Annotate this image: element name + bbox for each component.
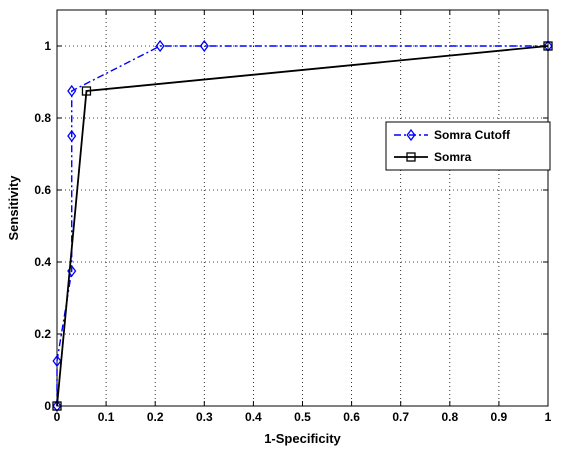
y-tick-label: 0.8 <box>34 111 51 125</box>
x-tick-label: 0.1 <box>98 410 115 424</box>
data-point-marker <box>67 84 77 98</box>
series-somra <box>52 41 553 411</box>
axis-ticks: 0 0.1 0.2 0.3 0.4 0.5 0.6 0.7 0.8 0.9 1 0 0.2 0.4 0.6 0… <box>34 10 552 424</box>
x-tick-label: 0.9 <box>491 410 508 424</box>
y-tick-label: 0 <box>44 399 51 413</box>
data-point-marker <box>52 354 62 368</box>
series-line <box>56 45 549 407</box>
x-tick-label: 0.6 <box>343 410 360 424</box>
y-axis-title: Sensitivity <box>6 175 21 241</box>
y-tick-label: 0.2 <box>34 327 51 341</box>
x-tick-label: 0.5 <box>294 410 311 424</box>
legend-swatch-marker <box>406 128 416 142</box>
y-tick-label: 1 <box>44 39 51 53</box>
data-series <box>52 39 553 413</box>
data-point-marker <box>52 399 62 413</box>
legend-label: Somra <box>434 150 472 164</box>
x-tick-label: 0.7 <box>392 410 409 424</box>
data-point-marker <box>67 129 77 143</box>
data-point-marker <box>543 39 553 53</box>
data-point-marker <box>199 39 209 53</box>
legend-label: Somra Cutoff <box>434 128 511 142</box>
data-point-marker <box>543 41 553 51</box>
x-tick-label: 1 <box>545 410 552 424</box>
data-point-marker <box>52 401 62 411</box>
series-line <box>56 45 548 406</box>
data-point-marker <box>81 86 92 96</box>
chart-legend: Somra Cutoff Somra <box>385 121 551 171</box>
x-axis-title: 1-Specificity <box>264 431 341 446</box>
x-tick-label: 0.2 <box>147 410 164 424</box>
y-tick-label: 0.6 <box>34 183 51 197</box>
x-tick-label: 0 <box>54 410 61 424</box>
x-tick-label: 0.8 <box>441 410 458 424</box>
x-tick-label: 0.3 <box>196 410 213 424</box>
legend-swatch-marker <box>406 152 416 162</box>
y-tick-label: 0.4 <box>34 255 51 269</box>
x-tick-label: 0.4 <box>245 410 262 424</box>
data-point-marker <box>155 39 165 53</box>
legend-box <box>385 121 551 171</box>
